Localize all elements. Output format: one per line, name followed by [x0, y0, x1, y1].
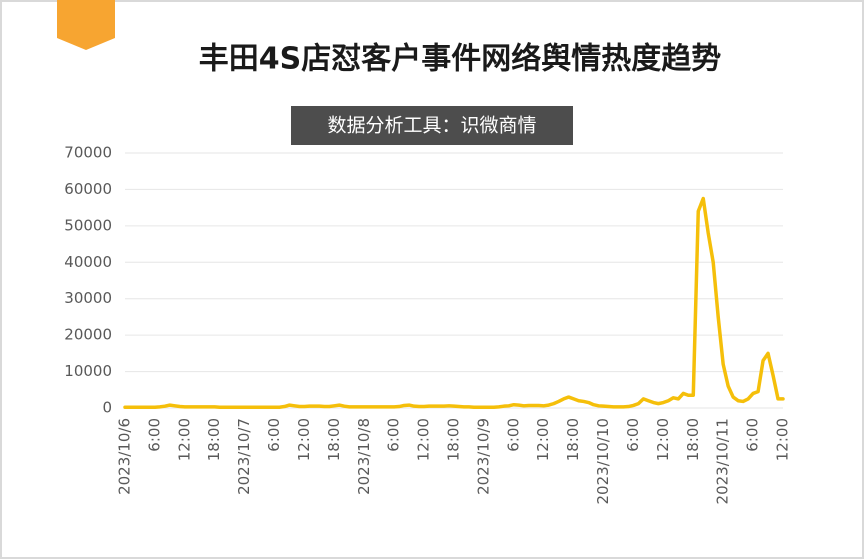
- x-tick-label: 18:00: [564, 418, 582, 461]
- y-tick-label: 40000: [64, 253, 112, 271]
- x-tick-label: 18:00: [684, 418, 702, 461]
- tag: [57, 0, 115, 50]
- x-tick-label: 12:00: [415, 418, 433, 461]
- y-tick-label: 50000: [64, 216, 112, 234]
- subtitle-box: [291, 106, 573, 145]
- y-tick-label: 0: [102, 399, 112, 417]
- x-tick-label: 18:00: [325, 418, 343, 461]
- x-tick-label: 2023/10/6: [116, 418, 134, 495]
- chart-title: 丰田4S店怼客户事件网络舆情热度趋势: [199, 42, 721, 77]
- x-tick-label: 6:00: [624, 418, 642, 452]
- x-tick-label: 12:00: [774, 418, 792, 461]
- x-tick-label: 18:00: [445, 418, 463, 461]
- x-tick-label: 6:00: [744, 418, 762, 452]
- x-tick-label: 2023/10/11: [714, 418, 732, 504]
- x-tick-label: 12:00: [534, 418, 552, 461]
- x-tick-label: 12:00: [654, 418, 672, 461]
- x-tick-label: 2023/10/9: [474, 418, 492, 495]
- y-tick-label: 60000: [64, 180, 112, 198]
- x-tick-label: 2023/10/8: [355, 418, 373, 495]
- y-tick-label: 70000: [64, 144, 112, 162]
- x-tick-label: 12:00: [175, 418, 193, 461]
- x-tick-label: 2023/10/10: [594, 418, 612, 504]
- x-tick-label: 6:00: [504, 418, 522, 452]
- x-tick-label: 12:00: [295, 418, 313, 461]
- y-tick-label: 10000: [64, 362, 112, 380]
- x-tick-label: 6:00: [265, 418, 283, 452]
- y-tick-label: 30000: [64, 289, 112, 307]
- x-tick-label: 2023/10/7: [235, 418, 253, 495]
- x-tick-label: 6:00: [145, 418, 163, 452]
- line: [123, 196, 785, 410]
- x-tick-label: 6:00: [385, 418, 403, 452]
- y-tick-label: 20000: [64, 326, 112, 344]
- subtitle: 数据分析工具：识微商情: [327, 115, 536, 137]
- x-tick-label: 18:00: [205, 418, 223, 461]
